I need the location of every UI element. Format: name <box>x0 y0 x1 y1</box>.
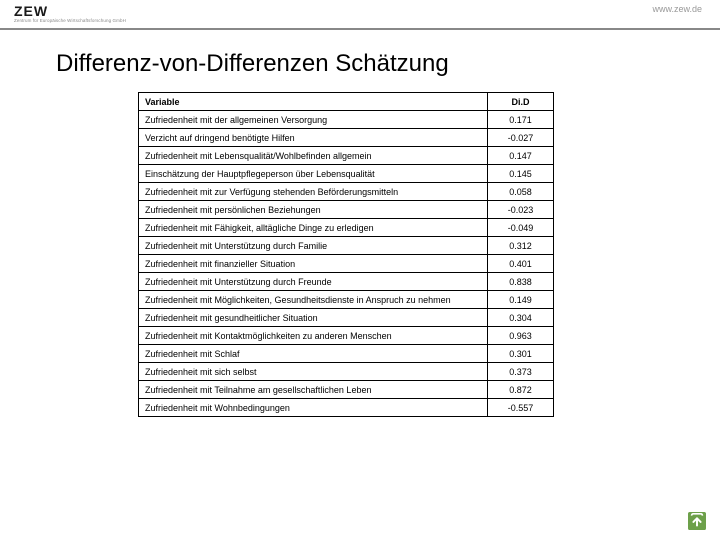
cell-variable: Zufriedenheit mit Unterstützung durch Fa… <box>139 237 488 255</box>
cell-did: -0.557 <box>488 399 554 417</box>
table-row: Zufriedenheit mit der allgemeinen Versor… <box>139 111 554 129</box>
table-container: Variable Di.D Zufriedenheit mit der allg… <box>138 92 664 417</box>
header-url: www.zew.de <box>652 4 702 14</box>
cell-did: 0.149 <box>488 291 554 309</box>
cell-variable: Verzicht auf dringend benötigte Hilfen <box>139 129 488 147</box>
logo-main-text: ZEW <box>14 4 126 18</box>
table-row: Zufriedenheit mit Schlaf0.301 <box>139 345 554 363</box>
table-row: Zufriedenheit mit zur Verfügung stehende… <box>139 183 554 201</box>
cell-did: 0.304 <box>488 309 554 327</box>
col-header-did: Di.D <box>488 93 554 111</box>
table-row: Zufriedenheit mit Fähigkeit, alltägliche… <box>139 219 554 237</box>
table-row: Zufriedenheit mit Wohnbedingungen-0.557 <box>139 399 554 417</box>
page-title: Differenz-von-Differenzen Schätzung <box>56 50 664 78</box>
cell-variable: Zufriedenheit mit sich selbst <box>139 363 488 381</box>
cell-variable: Zufriedenheit mit gesundheitlicher Situa… <box>139 309 488 327</box>
cell-variable: Zufriedenheit mit persönlichen Beziehung… <box>139 201 488 219</box>
cell-variable: Zufriedenheit mit Wohnbedingungen <box>139 399 488 417</box>
cell-did: 0.963 <box>488 327 554 345</box>
table-row: Zufriedenheit mit persönlichen Beziehung… <box>139 201 554 219</box>
table-row: Zufriedenheit mit Möglichkeiten, Gesundh… <box>139 291 554 309</box>
return-icon <box>688 512 706 530</box>
cell-did: 0.147 <box>488 147 554 165</box>
header-bar: ZEW Zentrum für Europäische Wirtschaftsf… <box>0 0 720 28</box>
cell-variable: Zufriedenheit mit Unterstützung durch Fr… <box>139 273 488 291</box>
cell-variable: Zufriedenheit mit zur Verfügung stehende… <box>139 183 488 201</box>
table-row: Verzicht auf dringend benötigte Hilfen-0… <box>139 129 554 147</box>
table-header-row: Variable Di.D <box>139 93 554 111</box>
cell-variable: Zufriedenheit mit Möglichkeiten, Gesundh… <box>139 291 488 309</box>
table-body: Zufriedenheit mit der allgemeinen Versor… <box>139 111 554 417</box>
table-row: Einschätzung der Hauptpflegeperson über … <box>139 165 554 183</box>
logo: ZEW Zentrum für Europäische Wirtschaftsf… <box>14 4 126 24</box>
logo-sub-text: Zentrum für Europäische Wirtschaftsforsc… <box>14 19 126 24</box>
cell-did: -0.027 <box>488 129 554 147</box>
cell-did: 0.312 <box>488 237 554 255</box>
table-row: Zufriedenheit mit gesundheitlicher Situa… <box>139 309 554 327</box>
cell-variable: Zufriedenheit mit finanzieller Situation <box>139 255 488 273</box>
cell-variable: Zufriedenheit mit der allgemeinen Versor… <box>139 111 488 129</box>
cell-did: 0.401 <box>488 255 554 273</box>
header-separator <box>0 28 720 30</box>
content-area: Differenz-von-Differenzen Schätzung Vari… <box>0 50 720 417</box>
cell-did: 0.171 <box>488 111 554 129</box>
cell-did: 0.058 <box>488 183 554 201</box>
cell-did: -0.023 <box>488 201 554 219</box>
cell-did: 0.838 <box>488 273 554 291</box>
table-row: Zufriedenheit mit Teilnahme am gesellsch… <box>139 381 554 399</box>
cell-did: 0.301 <box>488 345 554 363</box>
cell-did: -0.049 <box>488 219 554 237</box>
cell-variable: Zufriedenheit mit Schlaf <box>139 345 488 363</box>
table-row: Zufriedenheit mit finanzieller Situation… <box>139 255 554 273</box>
table-row: Zufriedenheit mit sich selbst0.373 <box>139 363 554 381</box>
cell-variable: Zufriedenheit mit Lebensqualität/Wohlbef… <box>139 147 488 165</box>
cell-did: 0.373 <box>488 363 554 381</box>
cell-did: 0.145 <box>488 165 554 183</box>
data-table: Variable Di.D Zufriedenheit mit der allg… <box>138 92 554 417</box>
cell-variable: Zufriedenheit mit Kontaktmöglichkeiten z… <box>139 327 488 345</box>
table-row: Zufriedenheit mit Unterstützung durch Fa… <box>139 237 554 255</box>
col-header-variable: Variable <box>139 93 488 111</box>
table-row: Zufriedenheit mit Lebensqualität/Wohlbef… <box>139 147 554 165</box>
cell-variable: Einschätzung der Hauptpflegeperson über … <box>139 165 488 183</box>
cell-variable: Zufriedenheit mit Fähigkeit, alltägliche… <box>139 219 488 237</box>
cell-variable: Zufriedenheit mit Teilnahme am gesellsch… <box>139 381 488 399</box>
table-row: Zufriedenheit mit Unterstützung durch Fr… <box>139 273 554 291</box>
cell-did: 0.872 <box>488 381 554 399</box>
table-row: Zufriedenheit mit Kontaktmöglichkeiten z… <box>139 327 554 345</box>
